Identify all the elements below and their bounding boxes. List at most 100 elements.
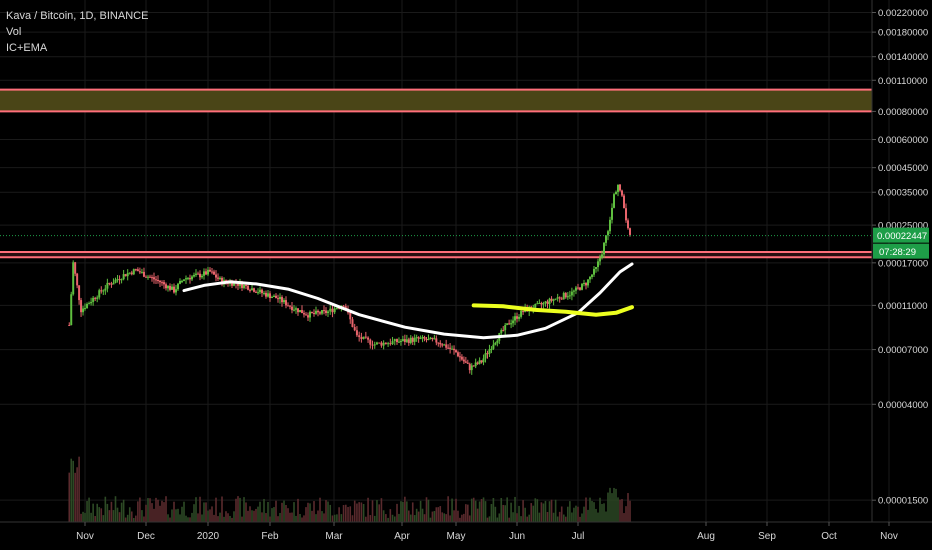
candle-body: [257, 292, 259, 294]
vol-indicator-label[interactable]: Vol: [6, 26, 22, 38]
volume-bar: [193, 504, 195, 522]
candle-body: [80, 300, 83, 313]
volume-bar: [595, 508, 597, 522]
volume-bar: [181, 506, 183, 522]
volume-bar: [524, 507, 526, 522]
volume-bar: [449, 515, 451, 522]
candle-body: [161, 282, 163, 284]
candle-body: [407, 339, 410, 343]
time-axis[interactable]: Nov Dec 2020 Feb Mar Apr May Jun Jul Aug Sep Oct Nov: [76, 522, 898, 542]
volume-bar: [329, 504, 332, 522]
candle-body: [427, 338, 430, 341]
price-axis[interactable]: 0.00220000 0.00180000 0.00140000 0.00110000…: [872, 8, 928, 507]
volume-bar: [293, 502, 295, 522]
candle-body: [405, 339, 408, 342]
candle-body: [279, 297, 281, 299]
candle-body: [627, 220, 629, 229]
candle-body: [185, 278, 187, 280]
volume-bar: [122, 499, 125, 522]
volume-bar: [203, 502, 205, 522]
candle-body: [605, 235, 607, 243]
candle-body: [199, 273, 201, 278]
candle-body: [165, 284, 167, 289]
ic-ema-indicator-label[interactable]: IC+EMA: [6, 42, 48, 54]
grid: [0, 0, 890, 522]
volume-bar: [393, 516, 396, 522]
volume-bar: [593, 502, 595, 522]
volume-bar: [492, 498, 495, 522]
candle-body: [181, 280, 183, 282]
candle-body: [466, 362, 469, 364]
candle-body: [536, 303, 539, 305]
volume-bar: [173, 501, 175, 522]
volume-bar: [467, 504, 469, 522]
candle-body: [369, 339, 372, 345]
candle-body: [323, 310, 325, 312]
volume-bar: [231, 517, 233, 522]
candle-body: [581, 283, 583, 290]
ema-lines: [182, 262, 634, 340]
volume-bar: [542, 503, 545, 522]
volume-bar: [409, 514, 412, 522]
volume-bar: [229, 515, 231, 522]
volume-bar: [191, 512, 193, 522]
time-tick-label: Nov: [76, 531, 94, 542]
candle-body: [195, 273, 197, 275]
candle-body: [615, 191, 617, 195]
volume-bar: [263, 498, 265, 522]
zones: [0, 88, 872, 259]
candle-body: [147, 276, 149, 278]
volume-bar: [291, 512, 293, 522]
candle-body: [506, 323, 509, 326]
volume-bar: [518, 505, 520, 522]
ema-yellow-line: [471, 303, 634, 317]
candle-body: [512, 320, 515, 324]
candle-body: [207, 269, 209, 275]
candle-body: [566, 296, 569, 298]
volume-bar: [427, 499, 430, 522]
candle-body: [435, 338, 438, 343]
volume-bar: [237, 496, 239, 522]
volume-bar: [245, 502, 247, 522]
volume-bar: [619, 499, 621, 522]
volume-bar: [183, 501, 185, 522]
price-tick-label: 0.00220000: [878, 8, 928, 19]
volume-bar: [340, 514, 343, 522]
volume-bar: [468, 515, 471, 522]
symbol-title[interactable]: Kava / Bitcoin, 1D, BINANCE: [6, 10, 149, 22]
candle-body: [373, 344, 376, 346]
volume-bar: [92, 503, 94, 522]
volume-bar: [457, 510, 459, 522]
volume-bar: [261, 512, 263, 522]
candle-body: [456, 352, 459, 357]
candle-body: [367, 337, 370, 340]
volume-bar: [613, 487, 615, 522]
price-tick-label: 0.00007000: [878, 345, 928, 356]
candle-body: [391, 341, 394, 344]
volume-bar: [130, 511, 133, 522]
candle-body: [589, 276, 591, 280]
volume-bars: [68, 456, 631, 522]
volume-bar: [532, 505, 535, 522]
volume-bar: [345, 504, 347, 522]
volume-bar: [189, 517, 191, 522]
volume-bar: [569, 501, 571, 522]
volume-bar: [435, 507, 438, 522]
candle-body: [338, 307, 341, 309]
candle-body: [138, 271, 141, 273]
volume-bar: [599, 497, 601, 522]
candle-body: [558, 297, 561, 299]
candle-body: [445, 344, 448, 348]
volume-bar: [530, 503, 533, 522]
volume-bar: [367, 497, 369, 522]
candle-body: [492, 344, 495, 349]
candle-body: [259, 289, 261, 293]
volume-bar: [463, 513, 465, 522]
candle-body: [419, 338, 422, 340]
chart-legend: Kava / Bitcoin, 1D, BINANCE Vol IC+EMA: [6, 8, 148, 56]
volume-bar: [465, 504, 467, 522]
candle-body: [599, 257, 601, 262]
candle-body: [145, 276, 147, 278]
volume-bar: [558, 511, 561, 522]
